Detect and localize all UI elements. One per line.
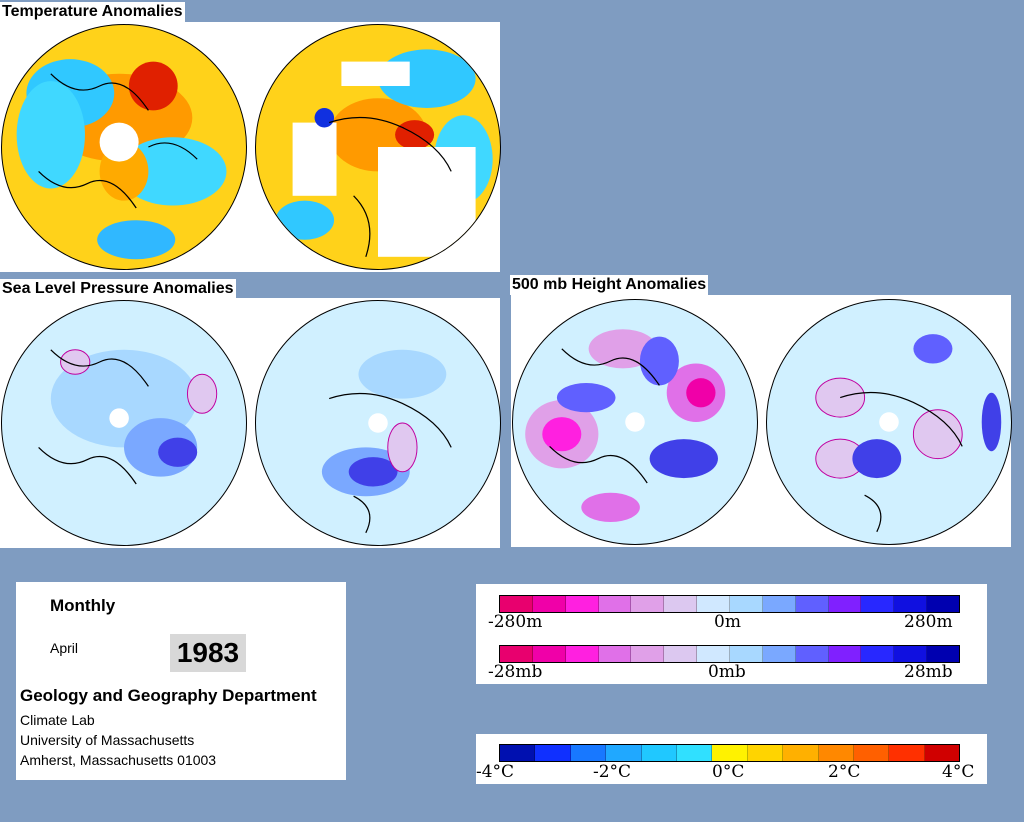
university-label: University of Massachusetts: [20, 732, 195, 748]
color-swatch-9: [795, 596, 829, 612]
color-swatch-2: [565, 646, 599, 662]
height-color-bar: [499, 595, 960, 613]
color-swatch-3: [606, 745, 642, 761]
color-swatch-1: [532, 596, 566, 612]
temperature-color-bar: [499, 744, 960, 762]
color-swatch-12: [924, 745, 960, 761]
color-swatch-0: [500, 646, 533, 662]
slp-title: Sea Level Pressure Anomalies: [0, 279, 236, 299]
color-swatch-13: [927, 646, 960, 662]
color-swatch-0: [500, 745, 536, 761]
period-label: Monthly: [50, 596, 116, 615]
height-label-mid: 0m: [714, 612, 741, 632]
color-swatch-8: [783, 745, 819, 761]
color-swatch-11: [889, 745, 925, 761]
pressure-label-min: -28mb: [488, 662, 543, 682]
pressure-color-bar: [499, 645, 960, 663]
slp-panel: [0, 298, 501, 548]
color-swatch-6: [712, 745, 748, 761]
temp-label-4: 4°C: [942, 762, 975, 782]
height-label-max: 280m: [904, 612, 953, 632]
color-swatch-11: [861, 596, 895, 612]
color-swatch-5: [664, 646, 698, 662]
color-swatch-6: [697, 596, 731, 612]
color-swatch-5: [676, 745, 713, 761]
pressure-label-mid: 0mb: [708, 662, 746, 682]
color-swatch-8: [762, 646, 796, 662]
temperature-north-globe: [1, 24, 247, 270]
color-swatch-5: [664, 596, 698, 612]
height500-title: 500 mb Height Anomalies: [510, 275, 709, 295]
department-label: Geology and Geography Department: [20, 686, 317, 705]
height500-north-globe: [512, 299, 758, 545]
temperature-panel: [0, 22, 501, 272]
color-swatch-10: [828, 596, 862, 612]
color-swatch-3: [598, 646, 632, 662]
color-swatch-10: [828, 646, 862, 662]
color-swatch-13: [927, 596, 960, 612]
slp-north-globe: [1, 300, 247, 546]
color-swatch-7: [730, 646, 763, 662]
temperature-south-globe: [255, 24, 501, 270]
info-box: Monthly April 1983 Geology and Geography…: [16, 582, 346, 780]
height-pressure-legend: -280m 0m 280m -28mb 0mb 28mb: [476, 584, 987, 684]
color-swatch-7: [747, 745, 784, 761]
color-swatch-1: [535, 745, 571, 761]
color-swatch-11: [861, 646, 895, 662]
color-swatch-9: [795, 646, 829, 662]
color-swatch-10: [853, 745, 890, 761]
temp-label-1: -2°C: [593, 762, 632, 782]
color-swatch-2: [565, 596, 599, 612]
height-label-min: -280m: [488, 612, 543, 632]
lab-label: Climate Lab: [20, 712, 95, 728]
color-swatch-3: [598, 596, 632, 612]
address-label: Amherst, Massachusetts 01003: [20, 752, 217, 768]
color-swatch-9: [818, 745, 854, 761]
year-label: 1983: [170, 634, 246, 672]
temperature-title: Temperature Anomalies: [0, 2, 185, 22]
color-swatch-12: [894, 596, 928, 612]
height500-panel: [511, 295, 1012, 547]
temp-label-3: 2°C: [828, 762, 861, 782]
color-swatch-7: [730, 596, 763, 612]
temperature-legend: -4°C -2°C 0°C 2°C 4°C: [476, 734, 987, 784]
color-swatch-4: [631, 596, 665, 612]
color-swatch-2: [570, 745, 607, 761]
color-swatch-4: [631, 646, 665, 662]
color-swatch-12: [894, 646, 928, 662]
color-swatch-4: [641, 745, 677, 761]
color-swatch-1: [532, 646, 566, 662]
color-swatch-6: [697, 646, 731, 662]
color-swatch-0: [500, 596, 533, 612]
temp-label-2: 0°C: [712, 762, 745, 782]
slp-south-globe: [255, 300, 501, 546]
color-swatch-8: [762, 596, 796, 612]
height500-south-globe: [766, 299, 1012, 545]
pressure-label-max: 28mb: [904, 662, 953, 682]
month-label: April: [50, 640, 79, 656]
temp-label-0: -4°C: [476, 762, 515, 782]
